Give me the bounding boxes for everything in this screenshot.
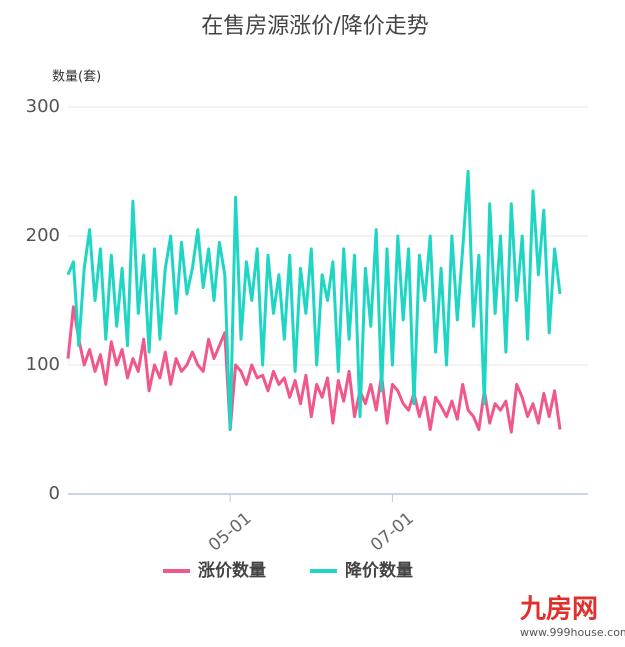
y-tick-label: 300 (26, 96, 60, 117)
watermark-brand: 九房网 (519, 595, 598, 625)
series-line (66, 305, 562, 434)
watermark-url: www.999house.com (520, 626, 625, 639)
x-tick-label: 05-01 (205, 508, 256, 555)
chart-title: 在售房源涨价/降价走势 (201, 14, 428, 39)
y-axis-label: 数量(套) (52, 69, 101, 85)
legend-label: 降价数量 (345, 560, 413, 581)
x-tick-label: 07-01 (367, 508, 418, 555)
y-tick-label: 200 (26, 225, 60, 246)
series-line (66, 170, 562, 431)
y-tick-label: 0 (49, 483, 60, 504)
legend-label: 涨价数量 (198, 560, 266, 581)
y-tick-label: 100 (26, 354, 60, 375)
